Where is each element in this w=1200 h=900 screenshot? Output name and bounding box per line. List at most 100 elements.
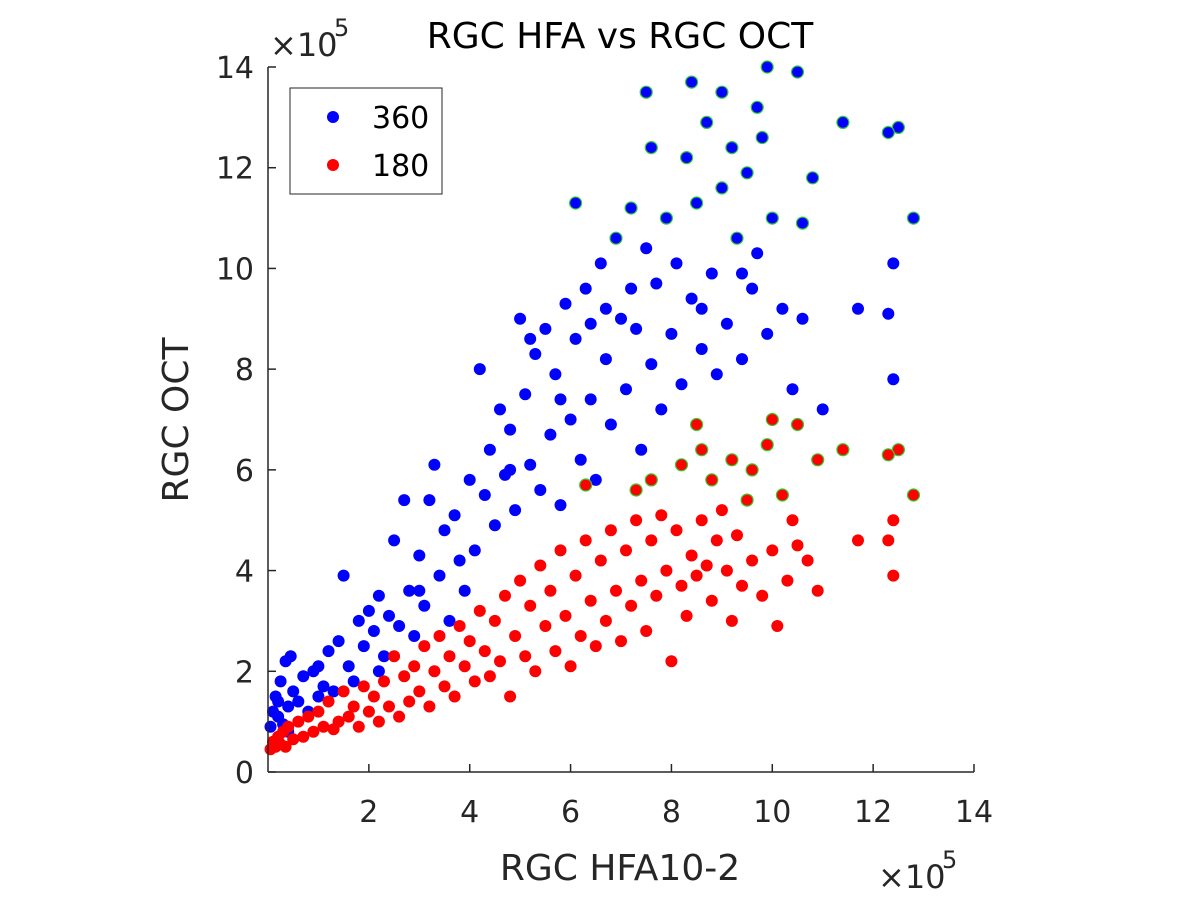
- data-point-180: [458, 660, 471, 673]
- data-point-180: [887, 569, 900, 582]
- data-point-360: [887, 373, 900, 386]
- chart-title: RGC HFA vs RGC OCT: [427, 16, 815, 57]
- data-point-180: [680, 609, 693, 622]
- data-point-180: [731, 529, 743, 542]
- data-point-360: [534, 484, 547, 496]
- data-point-180: [393, 710, 406, 723]
- data-point-360: [549, 368, 562, 381]
- data-point-180: [650, 589, 663, 602]
- data-point-180: [771, 620, 784, 632]
- series-360-points: [264, 60, 921, 738]
- data-point-360: [655, 403, 668, 416]
- data-point-360: [650, 277, 663, 290]
- data-point-180: [524, 599, 537, 612]
- data-point-180: [383, 700, 395, 713]
- data-point-180: [463, 635, 476, 648]
- data-point-180: [378, 675, 390, 688]
- data-point-360: [544, 428, 557, 441]
- data-point-360: [665, 327, 678, 340]
- data-point-360: [644, 141, 658, 155]
- legend: 360 180: [289, 87, 443, 195]
- legend-label-180: 180: [372, 149, 429, 184]
- data-point-360: [352, 614, 365, 627]
- data-point-180: [882, 534, 895, 547]
- data-point-180: [644, 473, 658, 487]
- data-point-360: [684, 75, 699, 89]
- data-point-180: [579, 534, 592, 547]
- data-point-180: [594, 554, 607, 567]
- data-point-360: [574, 453, 587, 466]
- data-point-180: [689, 417, 704, 432]
- data-point-360: [630, 322, 643, 335]
- data-point-180: [398, 670, 411, 683]
- data-point-180: [801, 554, 814, 567]
- data-point-180: [720, 564, 733, 577]
- data-point-360: [715, 181, 729, 195]
- data-point-360: [448, 509, 461, 522]
- data-point-180: [282, 720, 295, 733]
- data-point-180: [645, 534, 658, 547]
- data-point-180: [670, 524, 683, 537]
- data-point-360: [264, 720, 277, 733]
- data-point-360: [640, 242, 653, 255]
- data-point-360: [746, 282, 759, 295]
- data-point-360: [284, 650, 297, 663]
- data-point-360: [378, 650, 390, 663]
- data-point-360: [559, 297, 572, 310]
- data-point-360: [685, 292, 698, 305]
- data-point-360: [509, 504, 522, 517]
- data-point-360: [514, 312, 527, 325]
- data-point-360: [700, 115, 714, 130]
- data-point-180: [494, 655, 506, 668]
- data-point-360: [408, 630, 421, 642]
- y-ticks: 0 2 4 6 8 10 12 14: [216, 51, 276, 791]
- x-tick-label: 2: [359, 795, 378, 830]
- data-point-360: [393, 620, 406, 632]
- data-point-360: [272, 695, 285, 708]
- data-point-180: [660, 564, 673, 577]
- y-tick-label: 12: [216, 152, 254, 187]
- data-point-360: [413, 549, 426, 562]
- data-point-180: [630, 514, 643, 527]
- data-point-180: [448, 690, 461, 703]
- data-point-180: [756, 589, 769, 602]
- data-point-360: [765, 211, 779, 225]
- data-point-360: [635, 443, 648, 456]
- data-point-360: [715, 85, 729, 99]
- data-point-360: [468, 544, 481, 557]
- data-point-180: [791, 539, 804, 552]
- data-point-360: [428, 458, 441, 471]
- data-point-180: [746, 554, 759, 567]
- data-point-180: [745, 463, 759, 477]
- data-point-180: [307, 725, 320, 738]
- data-point-180: [790, 417, 805, 432]
- data-point-360: [751, 247, 764, 260]
- data-point-180: [881, 448, 895, 462]
- x-tick-label: 12: [854, 795, 892, 830]
- data-point-180: [473, 604, 486, 617]
- data-point-360: [568, 196, 583, 210]
- y-tick-label: 0: [235, 756, 254, 791]
- data-point-180: [504, 690, 517, 703]
- y-exponent-text: 5: [334, 14, 349, 42]
- data-point-180: [781, 574, 794, 587]
- data-point-360: [519, 388, 532, 401]
- data-point-180: [332, 715, 345, 728]
- x-tick-label: 10: [753, 795, 791, 830]
- data-point-360: [604, 418, 617, 431]
- data-point-180: [468, 675, 481, 688]
- data-point-360: [312, 660, 325, 673]
- data-point-360: [317, 680, 330, 693]
- x-multiplier-text: ×10: [878, 858, 946, 896]
- data-point-360: [695, 302, 708, 315]
- data-point-180: [302, 710, 315, 723]
- data-point-180: [564, 660, 577, 673]
- data-point-360: [524, 332, 537, 345]
- data-point-360: [282, 700, 295, 713]
- x-exponent-text: 5: [942, 846, 957, 874]
- data-point-180: [786, 514, 799, 527]
- y-axis-label: RGC OCT: [156, 337, 197, 503]
- data-point-180: [579, 478, 593, 492]
- data-point-180: [559, 609, 572, 622]
